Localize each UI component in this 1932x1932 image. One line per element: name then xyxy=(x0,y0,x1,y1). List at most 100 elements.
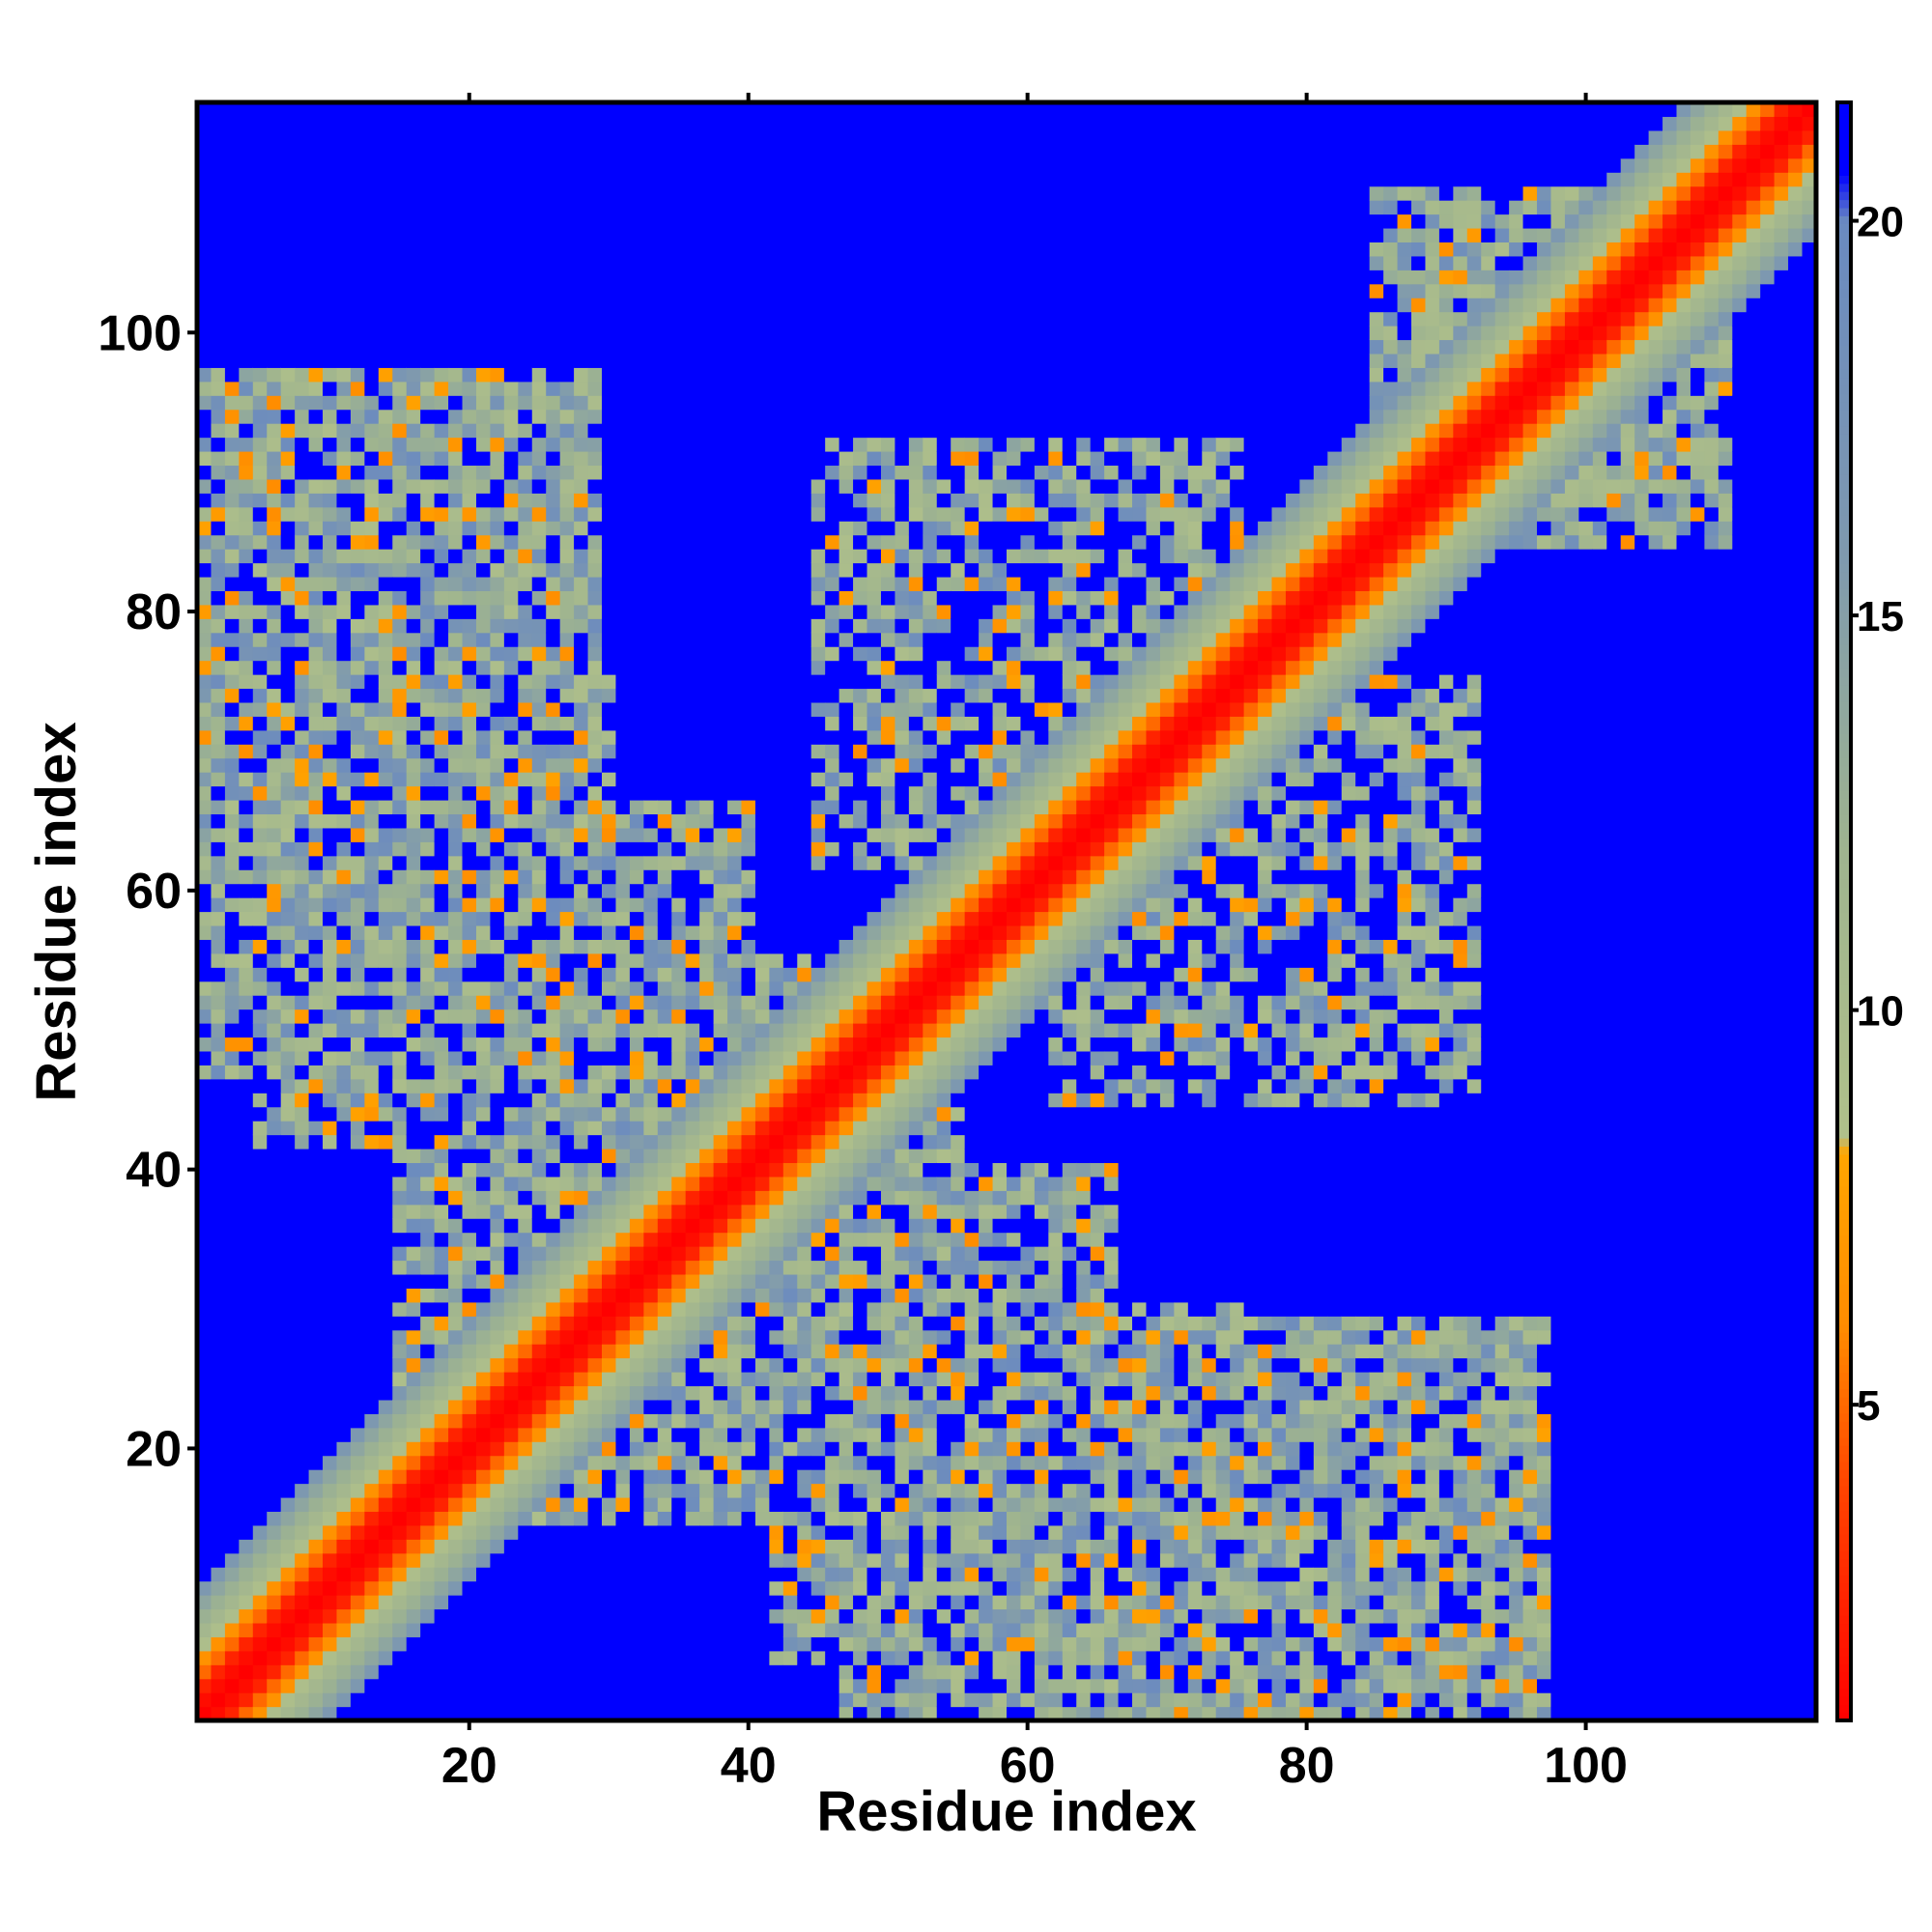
heatmap-cell xyxy=(211,660,226,675)
heatmap-cell xyxy=(211,157,226,173)
heatmap-cell xyxy=(448,521,464,536)
heatmap-cell xyxy=(685,1134,700,1150)
heatmap-cell xyxy=(490,242,505,257)
heatmap-cell xyxy=(378,799,393,815)
heatmap-cell xyxy=(420,1357,436,1373)
heatmap-cell xyxy=(769,395,784,411)
heatmap-cell xyxy=(323,1622,338,1637)
heatmap-cell xyxy=(448,1539,464,1554)
heatmap-cell xyxy=(754,1344,770,1359)
heatmap-cell xyxy=(224,144,240,159)
heatmap-cell xyxy=(699,1567,715,1582)
heatmap-cell xyxy=(546,270,561,285)
heatmap-cell xyxy=(727,576,743,591)
heatmap-cell xyxy=(503,255,519,270)
heatmap-cell xyxy=(462,799,477,815)
heatmap-cell xyxy=(224,465,240,480)
heatmap-cell xyxy=(546,1567,561,1582)
heatmap-cell xyxy=(364,1009,380,1024)
heatmap-cell xyxy=(797,1608,812,1624)
heatmap-cell xyxy=(685,227,700,242)
heatmap-cell xyxy=(364,1344,380,1359)
heatmap-cell xyxy=(727,980,743,996)
heatmap-cell xyxy=(503,1037,519,1052)
heatmap-cell xyxy=(490,618,505,634)
heatmap-cell xyxy=(587,1678,603,1693)
heatmap-cell xyxy=(503,423,519,439)
heatmap-cell xyxy=(602,1329,617,1345)
heatmap-cell xyxy=(602,409,617,424)
heatmap-cell xyxy=(587,1190,603,1206)
heatmap-cell xyxy=(518,939,533,954)
heatmap-cell xyxy=(197,674,213,690)
heatmap-cell xyxy=(615,1692,631,1708)
heatmap-cell xyxy=(713,381,728,396)
heatmap-cell xyxy=(741,326,756,341)
heatmap-cell xyxy=(657,1121,672,1136)
heatmap-cell xyxy=(713,869,728,885)
heatmap-cell xyxy=(224,1232,240,1247)
heatmap-cell xyxy=(295,478,310,494)
heatmap-cell xyxy=(224,506,240,522)
heatmap-cell xyxy=(378,478,393,494)
heatmap-cell xyxy=(685,562,700,578)
heatmap-cell xyxy=(350,660,365,675)
heatmap-cell xyxy=(769,1385,784,1401)
heatmap-cell xyxy=(685,339,700,355)
heatmap-cell xyxy=(727,911,743,926)
heatmap-cell xyxy=(392,604,408,619)
heatmap-cell xyxy=(280,144,296,159)
heatmap-cell xyxy=(503,967,519,982)
heatmap-cell xyxy=(769,549,784,564)
heatmap-cell xyxy=(462,213,477,229)
heatmap-cell xyxy=(475,353,492,368)
heatmap-cell xyxy=(643,1246,659,1262)
heatmap-cell xyxy=(769,1148,784,1164)
heatmap-cell xyxy=(657,298,672,313)
heatmap-cell xyxy=(615,311,631,327)
heatmap-cell xyxy=(448,227,464,242)
heatmap-cell xyxy=(392,1093,408,1108)
heatmap-cell xyxy=(336,967,352,982)
heatmap-cell xyxy=(546,1357,561,1373)
heatmap-cell xyxy=(769,409,784,424)
heatmap-cell xyxy=(267,437,282,452)
heatmap-cell xyxy=(280,227,296,242)
heatmap-cell xyxy=(629,353,644,368)
heatmap-cell xyxy=(406,381,421,396)
heatmap-cell xyxy=(434,590,449,606)
heatmap-cell xyxy=(754,1413,770,1429)
heatmap-cell xyxy=(280,1524,296,1540)
heatmap-cell xyxy=(224,311,240,327)
heatmap-cell xyxy=(308,102,324,118)
heatmap-cell xyxy=(782,701,798,717)
heatmap-cell xyxy=(252,521,268,536)
heatmap-cell xyxy=(280,506,296,522)
heatmap-cell xyxy=(754,1023,770,1038)
heatmap-cell xyxy=(727,1065,743,1080)
heatmap-cell xyxy=(420,423,436,439)
heatmap-cell xyxy=(448,772,464,787)
heatmap-cell xyxy=(503,911,519,926)
heatmap-cell xyxy=(252,576,268,591)
heatmap-cell xyxy=(531,1357,547,1373)
heatmap-cell xyxy=(420,1050,436,1065)
heatmap-cell xyxy=(350,493,365,508)
heatmap-cell xyxy=(462,506,477,522)
heatmap-cell xyxy=(280,869,296,885)
heatmap-cell xyxy=(615,1288,631,1303)
heatmap-cell xyxy=(587,1204,603,1219)
heatmap-cell xyxy=(280,1706,296,1721)
heatmap-cell xyxy=(267,883,282,898)
heatmap-cell xyxy=(420,1595,436,1610)
heatmap-cell xyxy=(559,1608,575,1624)
heatmap-cell xyxy=(685,242,700,257)
heatmap-cell xyxy=(782,1301,798,1317)
heatmap-cell xyxy=(671,298,687,313)
heatmap-cell xyxy=(713,326,728,341)
heatmap-cell xyxy=(602,298,617,313)
heatmap-cell xyxy=(559,897,575,913)
heatmap-cell xyxy=(518,618,533,634)
heatmap-cell xyxy=(252,1037,268,1052)
heatmap-cell xyxy=(643,129,659,145)
